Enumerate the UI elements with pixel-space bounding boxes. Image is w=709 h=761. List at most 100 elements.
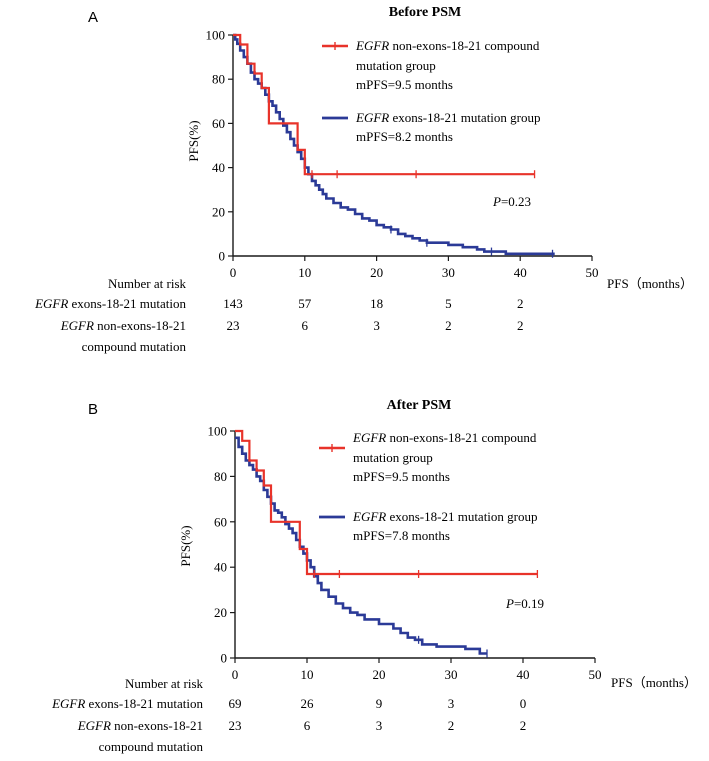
panel-b-ylabel: PFS(%): [178, 525, 193, 566]
x-tick-label: 50: [586, 265, 599, 280]
legend-blue-median: mPFS=7.8 months: [353, 528, 450, 543]
x-tick-label: 20: [373, 667, 386, 682]
risk-row-rest: exons-18-21 mutation: [85, 696, 203, 711]
panel-b-pval: =0.19: [514, 596, 544, 611]
panel-b-pvalue: P=0.19: [505, 596, 544, 611]
y-tick-label: 60: [214, 514, 227, 529]
y-tick-label: 60: [212, 116, 225, 131]
risk-value: 9: [376, 696, 383, 711]
legend-red-rest: non-exons-18-21 compound: [389, 38, 540, 53]
legend-blue-rest: exons-18-21 mutation group: [389, 110, 540, 125]
legend-blue-text: EGFR exons-18-21 mutation group: [352, 509, 538, 524]
y-tick-label: 100: [206, 28, 226, 43]
risk-value: 2: [517, 296, 524, 311]
panel-a-pvalue: P=0.23: [492, 194, 531, 209]
risk-header: Number at risk: [108, 276, 186, 291]
risk-value: 26: [301, 696, 315, 711]
x-tick-label: 10: [298, 265, 311, 280]
risk-value: 5: [445, 296, 452, 311]
panel-a-title: Before PSM: [389, 5, 461, 20]
risk-row-rest: exons-18-21 mutation: [68, 296, 186, 311]
risk-row-gene: EGFR: [51, 696, 85, 711]
risk-value: 18: [370, 296, 383, 311]
risk-value: 57: [298, 296, 312, 311]
panel-b-legend: EGFR non-exons-18-21 compound mutation g…: [319, 430, 538, 543]
risk-row-gene: EGFR: [60, 318, 94, 333]
panel-a-letter: A: [88, 9, 98, 26]
panel-a-pval: =0.23: [501, 194, 531, 209]
risk-header: Number at risk: [125, 676, 203, 691]
legend-blue-rest: exons-18-21 mutation group: [386, 509, 537, 524]
risk-value: 23: [227, 318, 240, 333]
x-tick-label: 0: [230, 265, 237, 280]
risk-value: 3: [376, 718, 383, 733]
panel-a: A Before PSM PFS(%) 0 20 40 60 80 100 0 10 20 30 4…: [34, 5, 693, 354]
y-tick-label: 80: [214, 469, 227, 484]
legend-red-line2: mutation group: [356, 58, 436, 73]
legend-blue-gene: EGFR: [352, 509, 386, 524]
risk-row-rest: non-exons-18-21: [94, 318, 186, 333]
risk-value: 2: [520, 718, 527, 733]
risk-row-label: EGFR exons-18-21 mutation: [51, 696, 203, 711]
risk-row-label: EGFR exons-18-21 mutation: [34, 296, 186, 311]
legend-blue-gene: EGFR: [355, 110, 389, 125]
panel-b-title: After PSM: [387, 398, 452, 413]
legend-red-text: EGFR non-exons-18-21 compound: [355, 38, 540, 53]
panel-a-p: P: [492, 194, 501, 209]
x-tick-label: 30: [442, 265, 455, 280]
panel-b-xlabel: PFS（months）: [611, 675, 697, 690]
risk-row-label: EGFR non-exons-18-21: [60, 318, 186, 333]
y-tick-label: 40: [212, 160, 225, 175]
panel-a-risk-values: 143 57 18 5 2 23 6 3 2 2: [223, 296, 523, 333]
legend-blue-text: EGFR exons-18-21 mutation group: [355, 110, 541, 125]
risk-value: 6: [304, 718, 311, 733]
legend-red-rest: non-exons-18-21 compound: [386, 430, 537, 445]
legend-red-median: mPFS=9.5 months: [356, 77, 453, 92]
risk-value: 2: [445, 318, 452, 333]
risk-row-label: EGFR non-exons-18-21: [77, 718, 203, 733]
panel-b-risk-table: Number at risk EGFR exons-18-21 mutation…: [51, 676, 526, 754]
panel-a-risk-table: Number at risk EGFR exons-18-21 mutation…: [34, 276, 523, 354]
y-tick-label: 0: [221, 651, 228, 666]
x-tick-label: 20: [370, 265, 383, 280]
y-tick-label: 100: [208, 424, 228, 439]
panel-a-ylabel: PFS(%): [186, 120, 201, 161]
risk-row-gene: EGFR: [77, 718, 111, 733]
legend-red-gene: EGFR: [355, 38, 389, 53]
y-tick-label: 80: [212, 72, 225, 87]
risk-row-rest: non-exons-18-21: [111, 718, 203, 733]
x-tick-label: 30: [445, 667, 458, 682]
x-tick-label: 0: [232, 667, 239, 682]
risk-value: 23: [229, 718, 242, 733]
risk-value: 6: [302, 318, 309, 333]
risk-row-label-line2: compound mutation: [82, 339, 187, 354]
x-tick-label: 40: [517, 667, 530, 682]
panel-a-plot: 0 20 40 60 80 100 0 10 20 30 40 50: [206, 28, 599, 281]
y-tick-label: 20: [214, 605, 227, 620]
risk-row-label-line2: compound mutation: [99, 739, 204, 754]
x-tick-label: 40: [514, 265, 527, 280]
legend-red-gene: EGFR: [352, 430, 386, 445]
risk-value: 3: [373, 318, 380, 333]
series-compound-line: [235, 429, 538, 576]
legend-red-text: EGFR non-exons-18-21 compound: [352, 430, 537, 445]
risk-value: 143: [223, 296, 243, 311]
risk-value: 2: [517, 318, 524, 333]
panel-a-xlabel: PFS（months）: [607, 276, 693, 291]
risk-value: 3: [448, 696, 455, 711]
series-compound-line: [233, 33, 535, 176]
x-tick-label: 50: [589, 667, 602, 682]
risk-value: 69: [229, 696, 242, 711]
panel-b-p: P: [505, 596, 514, 611]
panel-b-plot: 0 20 40 60 80 100 0 10 20 30 40 50: [208, 424, 602, 683]
legend-red-line2: mutation group: [353, 450, 433, 465]
y-tick-label: 20: [212, 204, 225, 219]
panel-b-risk-values: 69 26 9 3 0 23 6 3 2 2: [229, 696, 527, 733]
risk-value: 0: [520, 696, 527, 711]
risk-value: 2: [448, 718, 455, 733]
panel-b-letter: B: [88, 401, 98, 418]
legend-blue-median: mPFS=8.2 months: [356, 129, 453, 144]
x-tick-label: 10: [301, 667, 314, 682]
